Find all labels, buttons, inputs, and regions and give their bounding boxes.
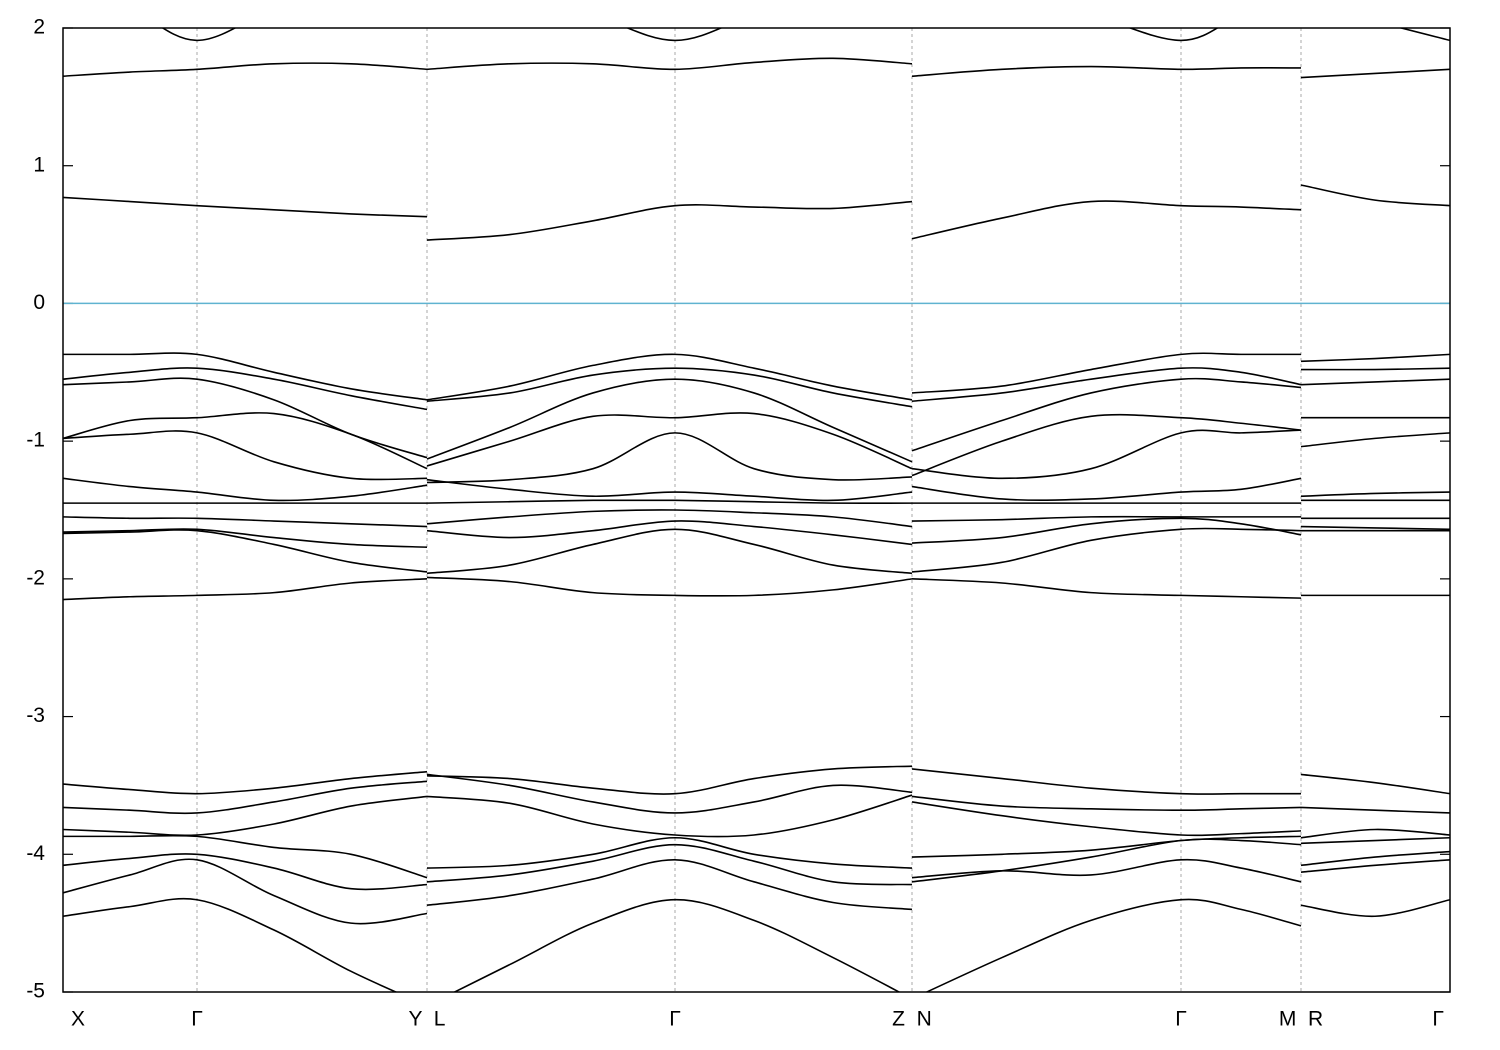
band-line [1300,773,1450,795]
band-line [1300,367,1450,371]
band-line [426,412,913,470]
band-line [63,196,428,218]
band-line [63,62,428,77]
band-line [426,773,913,814]
x-tick-label: Γ [669,1008,681,1031]
plot-frame [62,27,1451,993]
band-line [63,858,428,925]
band-line [1300,353,1450,363]
band-line [911,768,1301,795]
band-line [63,578,428,601]
band-line [426,843,913,886]
band-line [426,378,913,463]
band-line [911,377,1302,452]
band-line [426,353,913,401]
band-line [426,200,913,241]
band-line [911,858,1302,883]
band-line [911,352,1301,394]
band-line [911,517,1302,544]
y-tick-label: -2 [26,566,45,589]
x-tick-label: Z N [892,1008,932,1031]
band-line [924,898,1302,992]
band-line [426,57,913,71]
band-line [426,520,913,546]
band-line [1300,898,1450,918]
y-tick-label: 0 [33,291,45,314]
band-line [63,430,428,481]
band-line [911,527,1302,573]
band-line [426,858,913,911]
band-line [63,897,398,992]
x-tick-label: M R [1279,1008,1323,1031]
band-line [426,367,913,408]
band-line [426,528,913,575]
band-line [63,853,428,891]
band-line [911,578,1302,599]
band-line [911,429,1302,480]
band-line [911,65,1302,77]
band-line [426,499,913,505]
band-line [63,795,428,837]
band-line [911,200,1302,240]
band-line [63,477,428,502]
band-line [63,528,428,548]
bands [63,28,1450,992]
x-tick-label: Y L [409,1008,446,1031]
y-tick-label: -4 [26,842,45,865]
band-line [1300,858,1450,873]
band-line [1300,525,1450,531]
band-line [63,516,428,528]
band-line [426,509,913,528]
y-tick-label: -5 [26,980,45,1003]
band-line [1300,850,1450,867]
band-line [911,477,1302,502]
band-line [911,801,1302,837]
band-line [426,478,913,502]
y-tick-label: -3 [26,704,45,727]
band-line [63,352,428,401]
band-line [911,835,1302,858]
band-line [452,898,901,992]
band-line [63,529,428,573]
band-line [63,770,428,795]
band-line [1300,432,1450,448]
band-line [1398,28,1450,42]
x-tick-label: Γ [191,1008,203,1031]
band-line [1300,378,1450,386]
band-line [1300,828,1450,839]
band-line [911,795,1302,812]
band-line [426,765,913,795]
band-line [1300,836,1450,845]
band-line [63,834,428,879]
band-line [426,576,913,597]
band-line [1300,491,1450,498]
band-line [426,836,913,869]
band-line [63,780,428,815]
band-line [426,794,913,838]
band-line [1300,806,1450,814]
y-tick-label: 2 [33,16,45,39]
x-tick-label: X [71,1008,85,1031]
band-line [911,515,1301,522]
band-line [911,838,1302,883]
band-line [63,367,428,411]
band-line [625,28,723,42]
x-tick-label: Γ [1175,1008,1187,1031]
x-tick-label: Γ [1432,1008,1444,1031]
band-line [63,412,428,470]
band-line [1300,68,1450,79]
band-line [426,432,913,484]
y-tick-label: 1 [33,153,45,176]
band-line [911,367,1302,403]
y-tick-label: -1 [26,429,45,452]
band-line [911,413,1302,477]
band-line [1300,184,1450,207]
